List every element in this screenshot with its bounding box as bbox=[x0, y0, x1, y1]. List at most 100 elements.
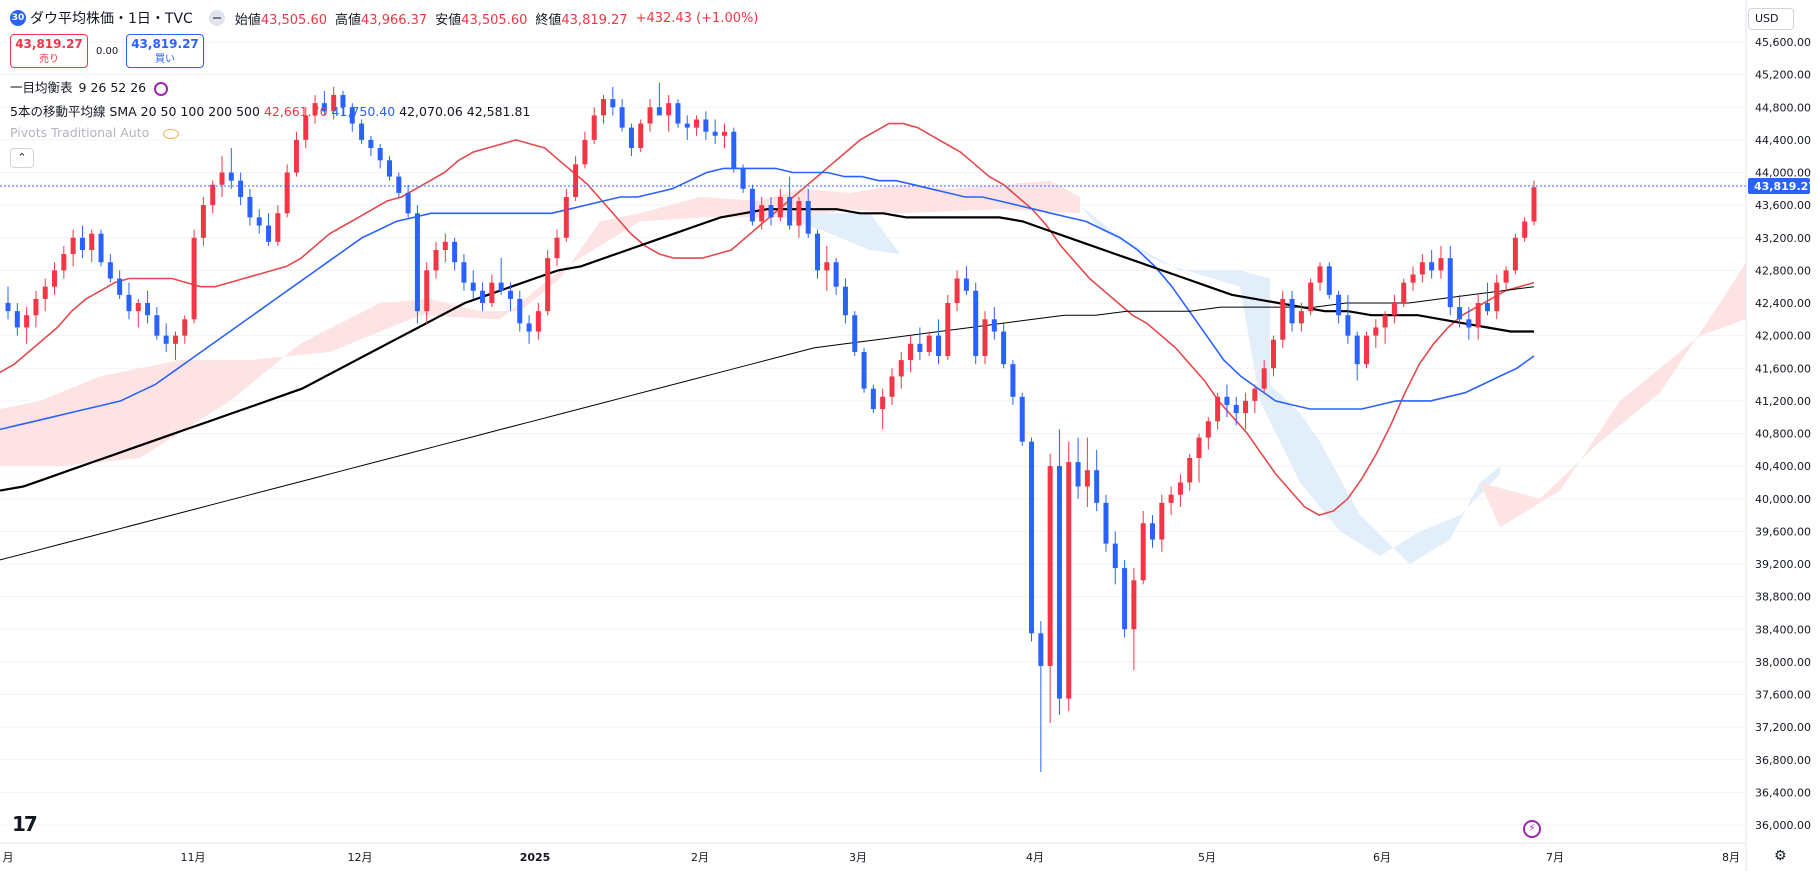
symbol-title[interactable]: ダウ平均株価・1日・TVC bbox=[30, 11, 193, 27]
y-tick-label: 41,200.00 bbox=[1755, 395, 1811, 408]
candle bbox=[1112, 531, 1118, 585]
x-tick-label: 2025 bbox=[520, 851, 551, 864]
candle bbox=[1140, 510, 1146, 585]
bolt-icon[interactable]: ⚡ bbox=[1523, 820, 1541, 838]
candle bbox=[861, 347, 867, 393]
candle bbox=[554, 229, 560, 267]
indicator-ichimoku[interactable]: 一目均衡表 9 26 52 26 bbox=[10, 77, 169, 96]
candle bbox=[694, 115, 700, 136]
candle bbox=[908, 335, 914, 373]
y-tick-label: 42,800.00 bbox=[1755, 264, 1811, 277]
candle bbox=[163, 323, 169, 352]
candle bbox=[1019, 392, 1025, 446]
sell-button[interactable]: 43,819.27 売り bbox=[10, 34, 88, 68]
candle bbox=[219, 156, 225, 197]
chart-grid bbox=[0, 41, 1746, 826]
candle bbox=[1522, 217, 1528, 242]
candle bbox=[703, 111, 709, 140]
y-tick-label: 44,000.00 bbox=[1755, 167, 1811, 180]
x-tick-label: 2月 bbox=[691, 851, 709, 864]
candle bbox=[1531, 180, 1537, 226]
settings-gear-icon[interactable]: ⚙ bbox=[1774, 848, 1787, 864]
candle bbox=[1280, 290, 1286, 348]
candle bbox=[489, 274, 495, 308]
price-axis[interactable]: 45,600.00 45,200.00 44,800.00 44,400.00 44,0… bbox=[1745, 0, 1811, 871]
candle bbox=[749, 184, 755, 226]
spread-value: 0.00 bbox=[96, 46, 119, 57]
indicator-pivots[interactable]: Pivots Traditional Auto bbox=[10, 125, 180, 140]
candle bbox=[24, 307, 30, 344]
y-tick-label: 44,800.00 bbox=[1755, 101, 1811, 114]
candle bbox=[172, 331, 178, 361]
candle bbox=[991, 307, 997, 340]
candle bbox=[1373, 319, 1379, 348]
collapse-legend-button[interactable]: ⌃ bbox=[10, 148, 34, 168]
y-tick-label: 41,600.00 bbox=[1755, 362, 1811, 375]
candle bbox=[666, 95, 672, 132]
candle bbox=[1484, 282, 1490, 316]
candle bbox=[656, 82, 662, 116]
candle bbox=[79, 225, 85, 259]
candle bbox=[1205, 417, 1211, 450]
y-tick-label: 38,400.00 bbox=[1755, 623, 1811, 636]
x-tick-label: 4月 bbox=[1026, 851, 1044, 864]
candle bbox=[1326, 262, 1332, 299]
candle bbox=[1382, 311, 1388, 344]
refresh-icon[interactable] bbox=[154, 81, 169, 96]
low-value: 安値43,505.60 bbox=[435, 12, 528, 28]
x-tick-label: 11月 bbox=[181, 851, 206, 864]
candlesticks bbox=[5, 82, 1537, 772]
currency-selector[interactable]: USD bbox=[1748, 8, 1794, 30]
candle bbox=[1150, 515, 1155, 548]
candle bbox=[200, 196, 206, 246]
candle bbox=[880, 388, 886, 430]
candle bbox=[926, 331, 932, 357]
candle bbox=[414, 205, 420, 324]
candle bbox=[842, 278, 848, 324]
x-tick-label: 5月 bbox=[1198, 851, 1216, 864]
candle bbox=[107, 254, 113, 283]
candle bbox=[1289, 290, 1295, 332]
x-tick-label: 7月 bbox=[1546, 851, 1564, 864]
sma-line-sma100 bbox=[0, 208, 1534, 492]
candle bbox=[731, 127, 737, 173]
candle bbox=[935, 319, 941, 365]
candle bbox=[917, 327, 923, 361]
time-axis[interactable]: 月 11月 12月 2025 2月 3月 4月 5月 6月 7月 8月 bbox=[0, 842, 1746, 864]
indicator-sma[interactable]: 5本の移動平均線 SMA 20 50 100 200 500 42,661.70… bbox=[10, 101, 530, 120]
candle bbox=[1038, 621, 1044, 772]
candle bbox=[601, 95, 607, 124]
candle bbox=[1159, 494, 1165, 552]
candle bbox=[824, 245, 830, 291]
candle bbox=[275, 205, 281, 246]
x-tick-label: 3月 bbox=[849, 851, 867, 864]
last-price-tag-bg bbox=[1748, 178, 1810, 194]
sma-line-sma200 bbox=[0, 286, 1535, 561]
y-tick-label: 40,800.00 bbox=[1755, 428, 1811, 441]
ichimoku-params: 9 26 52 26 bbox=[78, 80, 147, 95]
candle bbox=[442, 233, 448, 263]
candle bbox=[266, 213, 272, 246]
y-tick-label: 40,000.00 bbox=[1755, 493, 1811, 506]
candle bbox=[1475, 294, 1481, 340]
candle bbox=[610, 86, 616, 116]
eye-hidden-icon[interactable] bbox=[163, 128, 180, 139]
candle bbox=[498, 258, 504, 295]
buy-button[interactable]: 43,819.27 買い bbox=[126, 34, 204, 68]
candle bbox=[1466, 307, 1472, 340]
candle bbox=[61, 245, 67, 279]
minus-circle-icon[interactable] bbox=[208, 10, 225, 26]
candle bbox=[1187, 453, 1193, 491]
candle bbox=[1447, 245, 1453, 316]
pivots-name: Pivots Traditional Auto bbox=[10, 125, 150, 140]
candle bbox=[833, 258, 839, 295]
candle bbox=[1429, 249, 1435, 279]
candle bbox=[619, 99, 625, 132]
candle bbox=[1084, 437, 1090, 507]
candle bbox=[1103, 494, 1109, 552]
open-value: 始値43,505.60 bbox=[234, 12, 327, 28]
candle bbox=[1122, 559, 1128, 638]
candle bbox=[1010, 360, 1016, 405]
candle bbox=[591, 107, 597, 144]
